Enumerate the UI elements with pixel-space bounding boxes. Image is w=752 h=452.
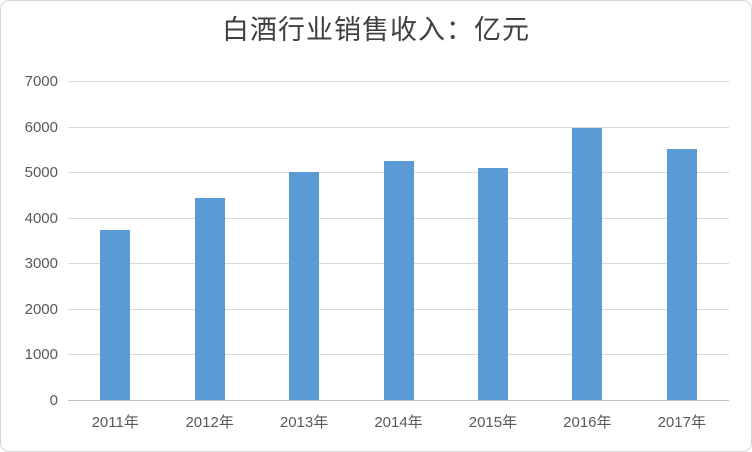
- x-tick-label-2012年: 2012年: [185, 414, 234, 431]
- y-tick-label-1000: 1000: [24, 346, 58, 364]
- bar-2017年: [666, 149, 697, 400]
- x-tick-label-2014年: 2014年: [374, 414, 423, 431]
- y-tick-label-7000: 7000: [24, 73, 58, 90]
- bar-2012年: [194, 197, 225, 400]
- bar-2014年: [383, 160, 414, 400]
- y-tick-label-3000: 3000: [24, 255, 58, 273]
- y-tick-label-2000: 2000: [24, 300, 58, 318]
- x-axis-line: [68, 400, 729, 401]
- chart-title: 白酒行业销售收入：亿元: [222, 15, 530, 46]
- gridline-7000: [68, 81, 729, 82]
- x-tick-label-2016年: 2016年: [563, 414, 612, 431]
- plot-area: [68, 81, 729, 401]
- gridline-6000: [68, 126, 729, 128]
- bar-2016年: [572, 128, 603, 400]
- x-tick-label-2015年: 2015年: [468, 414, 518, 431]
- x-tick-label-2013年: 2013年: [279, 414, 329, 431]
- y-tick-label-4000: 4000: [24, 209, 58, 227]
- bar-2011年: [100, 229, 131, 400]
- bar-2013年: [289, 171, 320, 400]
- y-tick-label-5000: 5000: [24, 164, 58, 182]
- y-tick-label-0: 0: [49, 392, 58, 409]
- x-tick-label-2017年: 2017年: [657, 414, 706, 431]
- bar-2015年: [477, 167, 508, 400]
- x-tick-label-2011年: 2011年: [91, 414, 139, 431]
- y-tick-label-6000: 6000: [24, 118, 58, 136]
